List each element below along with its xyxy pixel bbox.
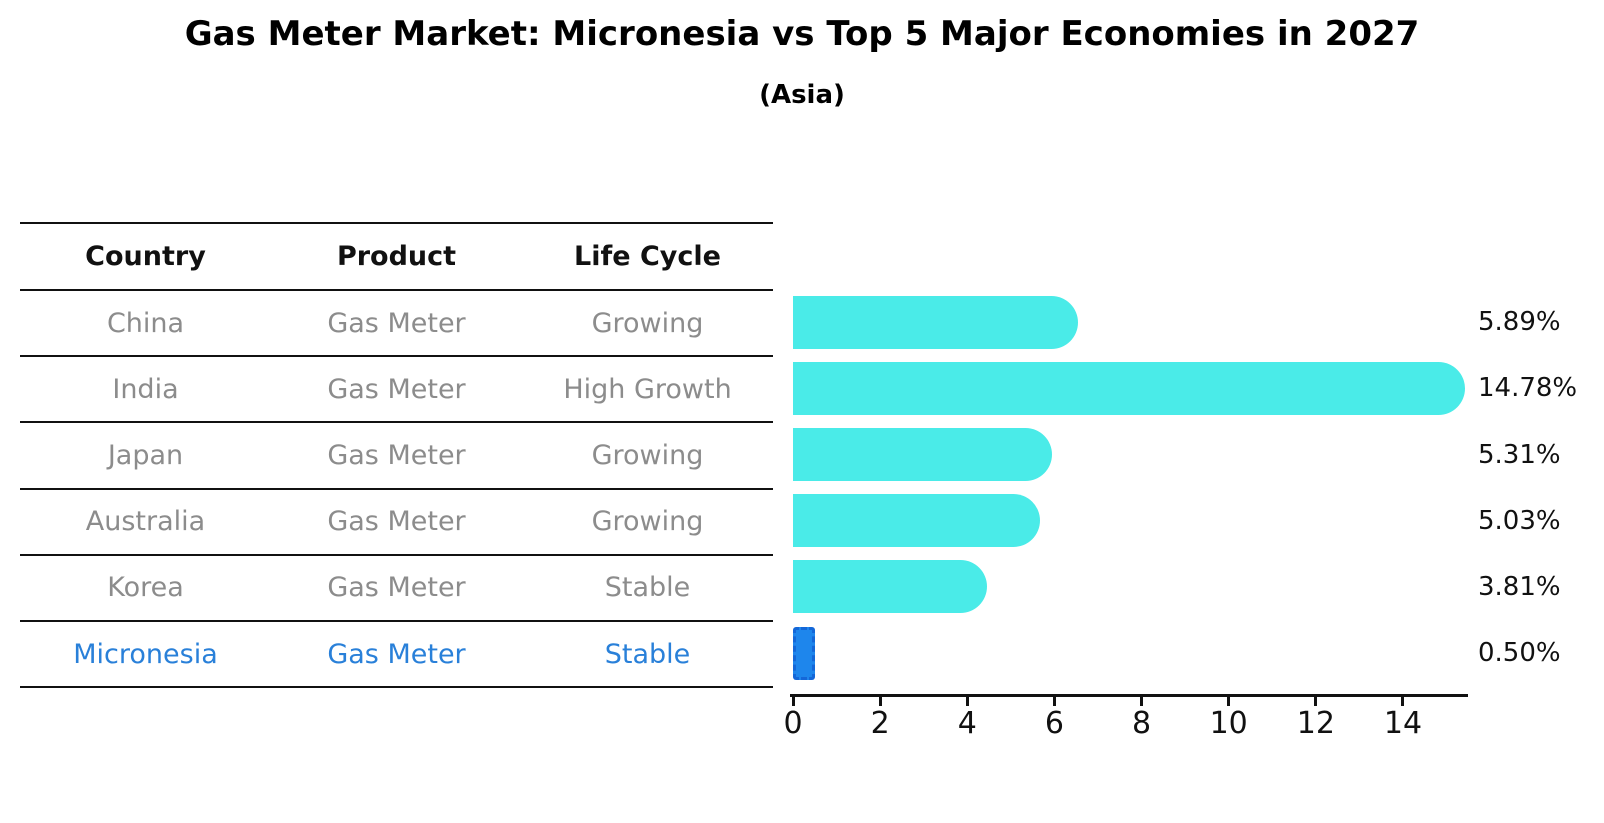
- cell-life-cycle: Growing: [591, 439, 704, 471]
- value-label-china: 5.89%: [1478, 307, 1561, 338]
- cell-country: Japan: [107, 439, 184, 471]
- table-row-china: China Gas Meter Growing: [20, 291, 773, 358]
- cell-product: Gas Meter: [327, 572, 466, 604]
- x-tick-label-8: 8: [1132, 706, 1152, 741]
- x-tick-mark-0: [791, 697, 795, 706]
- x-tick-label-2: 2: [870, 706, 890, 741]
- x-tick-mark-14: [1401, 697, 1405, 706]
- x-tick-mark-10: [1227, 697, 1231, 706]
- table-row-australia: Australia Gas Meter Growing: [20, 490, 773, 556]
- value-label-korea: 3.81%: [1478, 571, 1561, 602]
- cell-life-cycle: Stable: [604, 572, 691, 604]
- cell-product: Gas Meter: [327, 506, 466, 538]
- chart-subtitle: (Asia): [759, 80, 845, 110]
- header-cell-product: Product: [336, 241, 457, 272]
- cell-country: Australia: [85, 506, 206, 538]
- value-label-japan: 5.31%: [1478, 439, 1561, 470]
- x-tick-label-0: 0: [783, 706, 803, 741]
- x-tick-label-10: 10: [1209, 706, 1248, 741]
- header-cell-life-cycle: Life Cycle: [574, 241, 721, 272]
- cell-life-cycle: Growing: [591, 307, 704, 339]
- bar-australia: [793, 494, 1040, 548]
- cell-product: Gas Meter: [327, 638, 466, 670]
- cell-country: India: [112, 373, 179, 405]
- table-body: China Gas Meter Growing India Gas Meter High …: [20, 291, 773, 689]
- header-cell-country: Country: [85, 241, 206, 272]
- bar-china: [793, 295, 1078, 349]
- cell-life-cycle: High Growth: [563, 373, 732, 405]
- cell-country: Micronesia: [73, 638, 218, 670]
- bar-india: [793, 361, 1465, 415]
- x-tick-mark-2: [878, 697, 882, 706]
- table-row-india: India Gas Meter High Growth: [20, 357, 773, 424]
- table-row-micronesia: Micronesia Gas Meter Stable: [20, 622, 773, 689]
- cell-country: Korea: [107, 572, 184, 604]
- x-tick-mark-6: [1052, 697, 1056, 706]
- cell-life-cycle: Stable: [604, 638, 691, 670]
- country-table: Country Product Life Cycle China Gas Meter G…: [20, 222, 773, 689]
- bar-micronesia: [793, 626, 815, 680]
- value-label-india: 14.78%: [1478, 373, 1578, 404]
- chart-title: Gas Meter Market: Micronesia vs Top 5 Ma…: [184, 14, 1420, 54]
- cell-country: China: [106, 307, 185, 339]
- x-tick-mark-12: [1314, 697, 1318, 706]
- cell-product: Gas Meter: [327, 373, 466, 405]
- x-axis-line: [790, 694, 1468, 697]
- value-label-australia: 5.03%: [1478, 505, 1561, 536]
- table-row-japan: Japan Gas Meter Growing: [20, 423, 773, 490]
- bar-japan: [793, 428, 1052, 481]
- x-tick-label-4: 4: [957, 706, 977, 741]
- table-header-row: Country Product Life Cycle: [20, 224, 773, 291]
- x-tick-label-6: 6: [1044, 706, 1064, 741]
- x-tick-label-12: 12: [1296, 706, 1335, 741]
- cell-life-cycle: Growing: [591, 506, 704, 538]
- table-row-korea: Korea Gas Meter Stable: [20, 556, 773, 622]
- x-tick-label-14: 14: [1383, 706, 1423, 741]
- cell-product: Gas Meter: [327, 307, 466, 339]
- x-tick-mark-4: [965, 697, 969, 706]
- value-label-micronesia: 0.50%: [1478, 638, 1561, 669]
- x-tick-mark-8: [1140, 697, 1144, 706]
- bar-korea: [793, 560, 987, 614]
- cell-product: Gas Meter: [327, 439, 466, 471]
